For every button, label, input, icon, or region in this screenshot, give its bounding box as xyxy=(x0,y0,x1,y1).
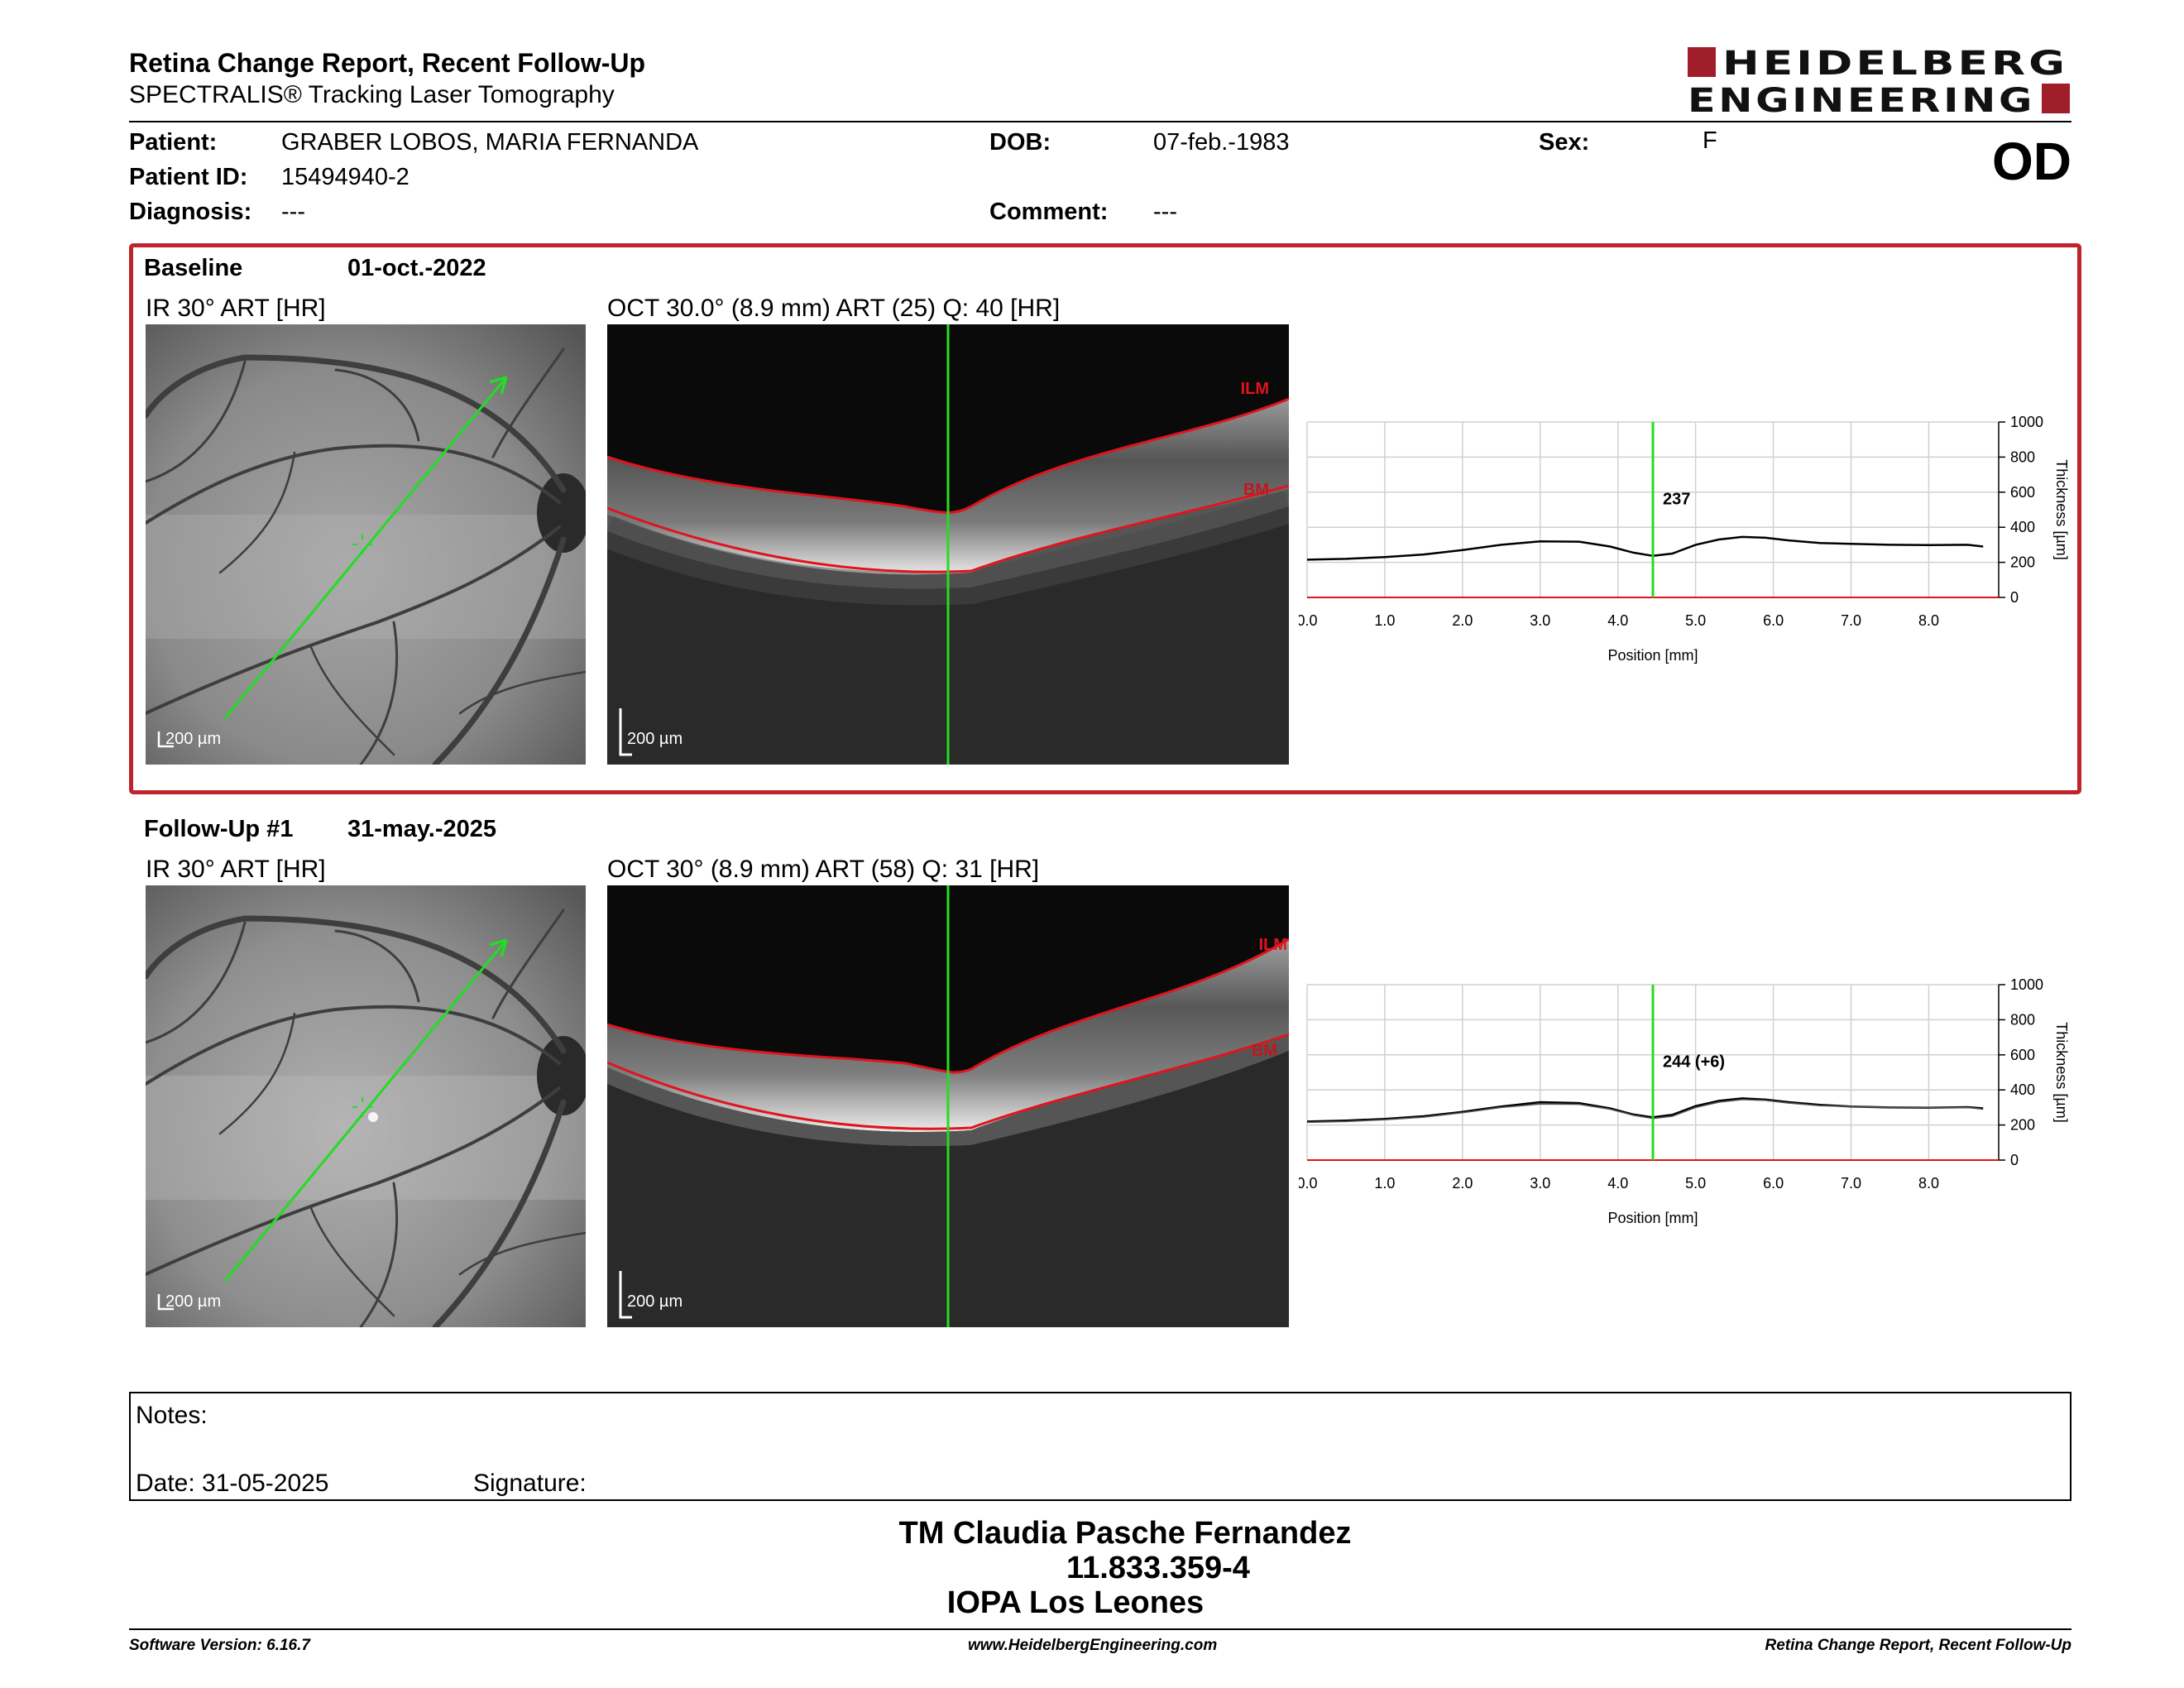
followup-ir-caption: IR 30° ART [HR] xyxy=(146,856,326,883)
followup-ir-fundus-image[interactable]: 200 µm xyxy=(146,885,586,1327)
followup-thickness-chart: 0.0 1.0 2.0 3.0 4.0 5.0 6.0 7.0 8.0 0 200 400 600 800… xyxy=(1299,976,2070,1226)
followup-label: Follow-Up #1 xyxy=(144,816,294,842)
x-tick-label: 6.0 xyxy=(1763,1175,1784,1192)
followup-oct-scale-label: 200 µm xyxy=(627,1292,682,1311)
baseline-date: 01-oct.-2022 xyxy=(347,255,486,281)
sex-value: F xyxy=(1703,127,1717,154)
followup-oct-bscan-image[interactable]: ILM BM 200 µm xyxy=(607,885,1289,1327)
footer-report-title: Retina Change Report, Recent Follow-Up xyxy=(1765,1637,2071,1654)
baseline-bm-label: BM xyxy=(1243,481,1269,499)
x-axis-title: Position [mm] xyxy=(1607,647,1698,664)
header-divider xyxy=(129,121,2071,122)
x-tick-label: 6.0 xyxy=(1763,612,1784,629)
y-tick-label: 1000 xyxy=(2010,976,2043,993)
y-tick-label: 400 xyxy=(2010,1081,2035,1098)
x-tick-label: 5.0 xyxy=(1685,1175,1706,1192)
dob-label: DOB: xyxy=(989,129,1051,156)
comment-label: Comment: xyxy=(989,199,1109,225)
baseline-ir-fundus-image[interactable]: 200 µm xyxy=(146,324,586,765)
x-tick-label: 5.0 xyxy=(1685,612,1706,629)
x-tick-label: 0.0 xyxy=(1299,1175,1318,1192)
notes-box[interactable] xyxy=(129,1392,2071,1501)
baseline-section-frame xyxy=(129,243,2081,794)
y-tick-label: 0 xyxy=(2010,589,2019,606)
x-tick-label: 2.0 xyxy=(1452,612,1473,629)
x-tick-label: 7.0 xyxy=(1841,612,1861,629)
thickness-series-line xyxy=(1306,535,1984,561)
x-tick-label: 8.0 xyxy=(1918,1175,1939,1192)
x-tick-label: 3.0 xyxy=(1530,612,1550,629)
y-tick-label: 800 xyxy=(2010,1011,2035,1028)
x-tick-label: 7.0 xyxy=(1841,1175,1861,1192)
signature-label: Signature: xyxy=(473,1470,587,1497)
y-tick-label: 800 xyxy=(2010,448,2035,465)
x-tick-label: 0.0 xyxy=(1299,612,1318,629)
y-axis-title: Thickness [µm] xyxy=(2053,1022,2070,1122)
followup-bm-label: BM xyxy=(1252,1042,1277,1060)
x-tick-label: 1.0 xyxy=(1374,1175,1395,1192)
sex-label: Sex: xyxy=(1539,129,1590,156)
x-tick-label: 1.0 xyxy=(1374,612,1395,629)
patient-label: Patient: xyxy=(129,129,218,156)
followup-oct-caption: OCT 30° (8.9 mm) ART (58) Q: 31 [HR] xyxy=(607,856,1040,883)
baseline-ilm-label: ILM xyxy=(1241,380,1269,398)
dob-value: 07-feb.-1983 xyxy=(1153,129,1290,156)
notes-date: Date: 31-05-2025 xyxy=(136,1470,329,1497)
baseline-oct-scale-label: 200 µm xyxy=(627,730,682,748)
baseline-oct-caption: OCT 30.0° (8.9 mm) ART (25) Q: 40 [HR] xyxy=(607,295,1061,322)
y-tick-label: 600 xyxy=(2010,484,2035,501)
eye-indicator: OD xyxy=(1992,132,2071,191)
patient-id: 15494940-2 xyxy=(281,164,410,190)
x-tick-label: 8.0 xyxy=(1918,612,1939,629)
diagnosis-label: Diagnosis: xyxy=(129,199,252,225)
followup-ilm-label: ILM xyxy=(1259,936,1287,954)
svg-text:ENGINEERING: ENGINEERING xyxy=(1688,82,2035,117)
notes-label: Notes: xyxy=(136,1402,208,1429)
y-tick-label: 200 xyxy=(2010,1117,2035,1134)
baseline-ir-caption: IR 30° ART [HR] xyxy=(146,295,326,322)
followup-ir-scale-label: 200 µm xyxy=(165,1292,221,1311)
diagnosis-value: --- xyxy=(281,199,305,225)
patient-name: GRABER LOBOS, MARIA FERNANDA xyxy=(281,129,699,156)
followup-date: 31-may.-2025 xyxy=(347,816,497,842)
x-axis-title: Position [mm] xyxy=(1607,1210,1698,1226)
x-tick-label: 2.0 xyxy=(1452,1175,1473,1192)
heidelberg-logo: HEIDELBERG ENGINEERING xyxy=(1688,46,2070,117)
y-tick-label: 400 xyxy=(2010,519,2035,535)
x-tick-label: 4.0 xyxy=(1607,1175,1628,1192)
marker-value-label: 237 xyxy=(1663,490,1690,508)
comment-value: --- xyxy=(1153,199,1177,225)
website-link[interactable]: www.HeidelbergEngineering.com xyxy=(968,1637,1218,1654)
x-tick-label: 4.0 xyxy=(1607,612,1628,629)
report-title: Retina Change Report, Recent Follow-Up xyxy=(129,48,646,78)
y-tick-label: 1000 xyxy=(2010,414,2043,430)
software-version: Software Version: 6.16.7 xyxy=(129,1637,310,1654)
footer-divider xyxy=(129,1628,2071,1630)
y-tick-label: 600 xyxy=(2010,1047,2035,1063)
patient-id-label: Patient ID: xyxy=(129,164,248,190)
operator-name: TM Claudia Pasche Fernandez xyxy=(898,1516,1352,1551)
y-axis-title: Thickness [µm] xyxy=(2053,459,2070,559)
report-subtitle: SPECTRALIS® Tracking Laser Tomography xyxy=(129,81,615,108)
baseline-label: Baseline xyxy=(144,255,243,281)
baseline-oct-bscan-image[interactable]: ILM BM 200 µm xyxy=(607,324,1289,765)
x-tick-label: 3.0 xyxy=(1530,1175,1550,1192)
y-tick-label: 200 xyxy=(2010,554,2035,571)
operator-id: 11.833.359-4 xyxy=(1066,1551,1250,1585)
baseline-thickness-chart: 0.0 1.0 2.0 3.0 4.0 5.0 6.0 7.0 8.0 0 200 400 600 800… xyxy=(1299,414,2070,664)
operator-location: IOPA Los Leones xyxy=(946,1585,1205,1620)
thickness-series-line xyxy=(1306,1099,1984,1124)
y-tick-label: 0 xyxy=(2010,1152,2019,1168)
svg-text:HEIDELBERG: HEIDELBERG xyxy=(1722,46,2068,83)
baseline-ir-scale-label: 200 µm xyxy=(165,730,221,748)
marker-value-label: 244 (+6) xyxy=(1663,1053,1725,1071)
